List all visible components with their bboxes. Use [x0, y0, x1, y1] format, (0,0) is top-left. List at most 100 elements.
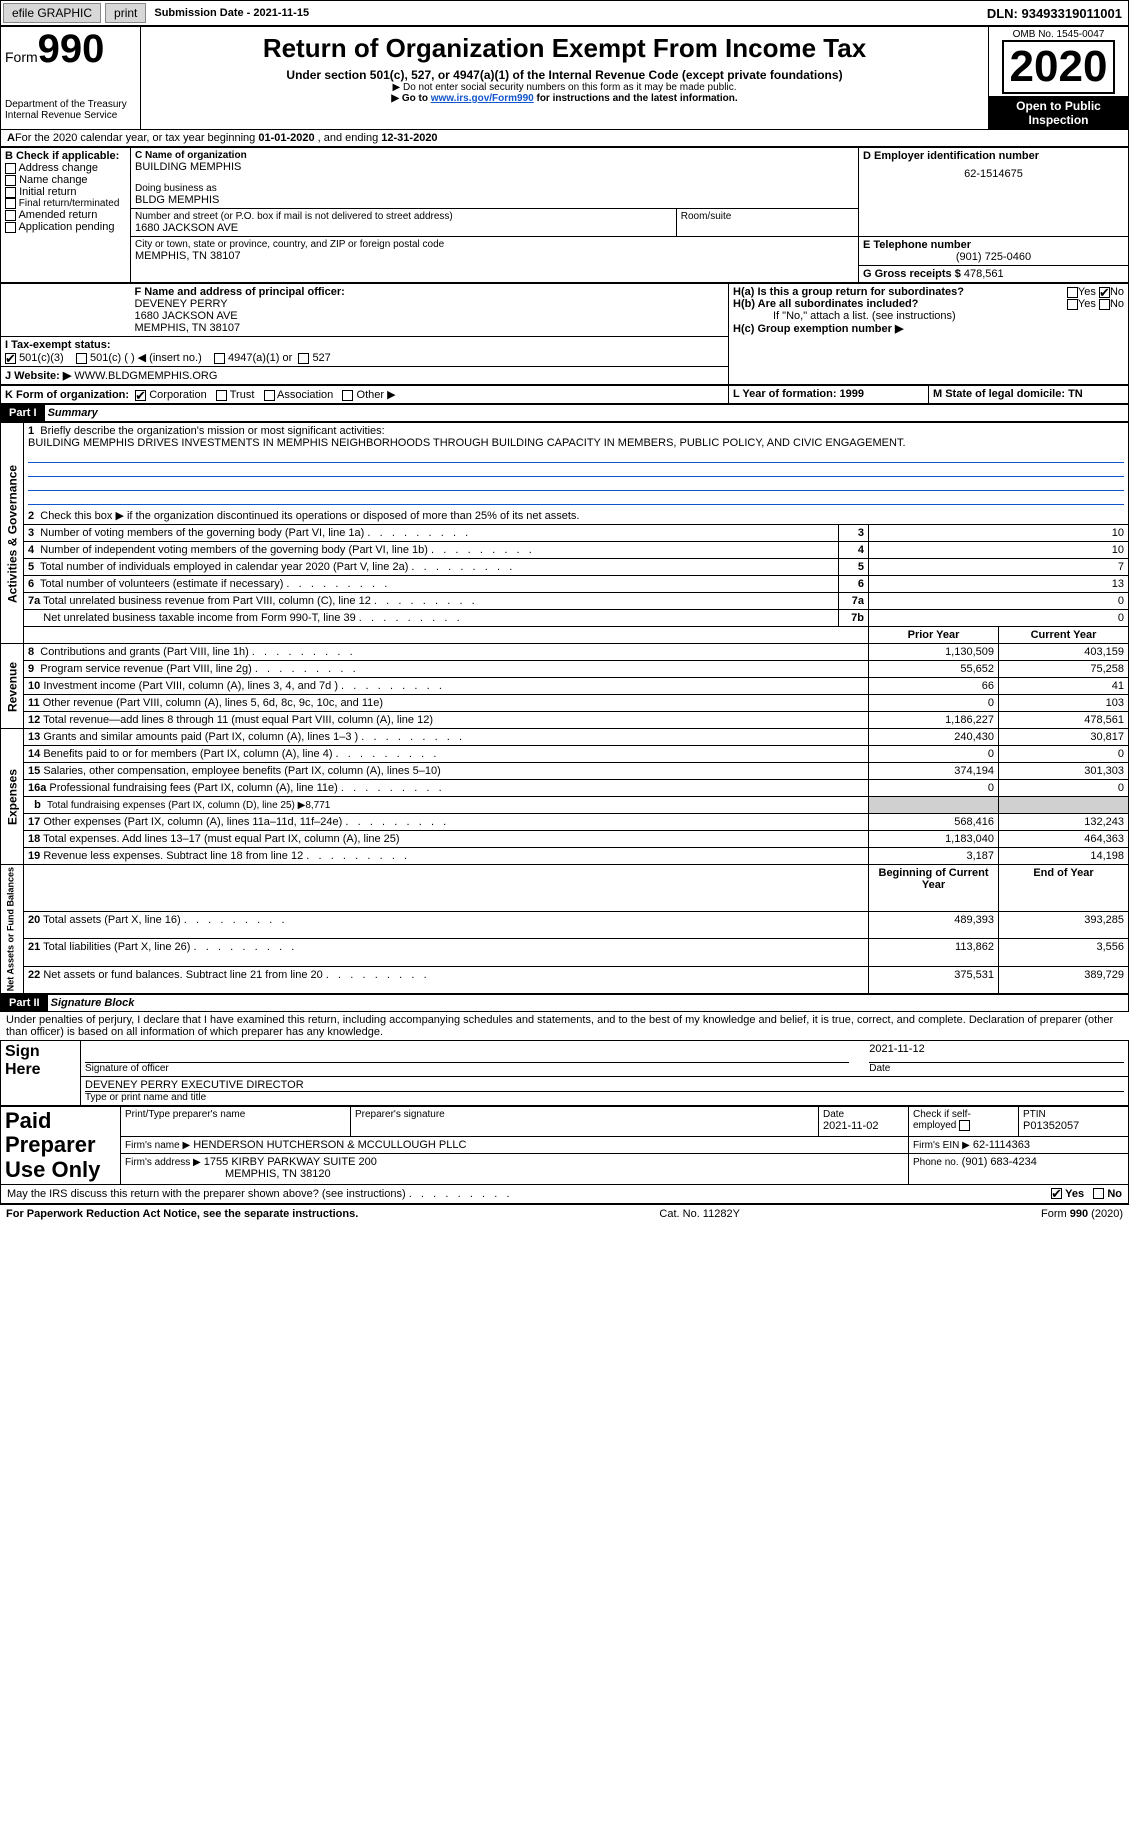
firm-addr-label: Firm's address ▶ [125, 1157, 201, 1168]
section-expenses: Expenses [1, 729, 24, 865]
check-assoc[interactable] [264, 390, 275, 401]
prep-date-label: Date [823, 1109, 904, 1120]
check-501c[interactable] [76, 353, 87, 364]
firm-phone: (901) 683-4234 [962, 1156, 1037, 1168]
form-subtitle: Under section 501(c), 527, or 4947(a)(1)… [145, 68, 984, 82]
check-501c3[interactable] [5, 353, 16, 364]
section-governance: Activities & Governance [1, 423, 24, 644]
city-label: City or town, state or province, country… [135, 239, 854, 250]
org-name: BUILDING MEMPHIS [135, 161, 854, 173]
q18: Total expenses. Add lines 13–17 (must eq… [43, 833, 399, 845]
check-trust[interactable] [216, 390, 227, 401]
q22: Net assets or fund balances. Subtract li… [43, 969, 426, 981]
sign-here: Sign Here [5, 1043, 76, 1079]
hb-yes[interactable] [1067, 299, 1078, 310]
prep-sig-label: Preparer's signature [355, 1109, 814, 1120]
dept-treasury: Department of the Treasury [5, 99, 136, 110]
q6: Total number of volunteers (estimate if … [40, 578, 387, 590]
q10: Investment income (Part VIII, column (A)… [43, 680, 442, 692]
pra-notice: For Paperwork Reduction Act Notice, see … [6, 1208, 358, 1220]
q5: Total number of individuals employed in … [40, 561, 512, 573]
hdr-curr: Current Year [999, 627, 1129, 644]
check-4947[interactable] [214, 353, 225, 364]
org-form-block: K Form of organization: Corporation Trus… [0, 385, 1129, 404]
firm-name: HENDERSON HUTCHERSON & MCCULLOUGH PLLC [193, 1139, 466, 1151]
check-527[interactable] [298, 353, 309, 364]
check-final[interactable] [5, 198, 16, 209]
check-pending[interactable] [5, 222, 16, 233]
form-ref: Form 990 (2020) [1041, 1208, 1123, 1220]
firm-addr2: MEMPHIS, TN 38120 [225, 1168, 331, 1180]
discuss-no[interactable] [1093, 1188, 1104, 1199]
hb-note: If "No," attach a list. (see instruction… [733, 310, 1124, 322]
ha-label: H(a) Is this a group return for subordin… [733, 286, 964, 298]
ha-yes[interactable] [1067, 287, 1078, 298]
q12: Total revenue—add lines 8 through 11 (mu… [43, 714, 433, 726]
q1-label: Briefly describe the organization's miss… [40, 425, 384, 437]
q20: Total assets (Part X, line 16) [43, 914, 284, 926]
q19: Revenue less expenses. Subtract line 18 … [43, 850, 407, 862]
top-toolbar: efile GRAPHIC print Submission Date - 20… [0, 0, 1129, 26]
cat-no: Cat. No. 11282Y [659, 1208, 740, 1220]
submission-date-label: Submission Date - 2021-11-15 [148, 7, 315, 19]
paid-preparer-label: Paid Preparer Use Only [1, 1107, 121, 1185]
discuss-row: May the IRS discuss this return with the… [0, 1185, 1129, 1204]
ha-no[interactable] [1099, 287, 1110, 298]
gross-amount: 478,561 [964, 268, 1004, 280]
hb-no[interactable] [1099, 299, 1110, 310]
q16a: Professional fundraising fees (Part IX, … [49, 782, 441, 794]
check-address[interactable] [5, 163, 16, 174]
check-name[interactable] [5, 175, 16, 186]
print-button[interactable]: print [105, 3, 146, 23]
check-corp[interactable] [135, 390, 146, 401]
v7a: 0 [869, 593, 1129, 610]
part2-header: Part II Signature Block [0, 994, 1129, 1012]
firm-ein-label: Firm's EIN ▶ [913, 1140, 970, 1151]
q8: Contributions and grants (Part VIII, lin… [40, 646, 352, 658]
dln: DLN: 93493319011001 [987, 6, 1122, 21]
year-formation: L Year of formation: 1999 [733, 388, 864, 400]
officer-city: MEMPHIS, TN 38107 [135, 322, 725, 334]
check-self-emp[interactable] [959, 1120, 970, 1131]
section-revenue: Revenue [1, 644, 24, 729]
q4: Number of independent voting members of … [40, 544, 532, 556]
sign-here-block: Sign Here Signature of officer 2021-11-1… [0, 1040, 1129, 1106]
note-goto: Go to www.irs.gov/Form990 for instructio… [145, 93, 984, 104]
hc-label: H(c) Group exemption number ▶ [733, 323, 903, 335]
q11: Other revenue (Part VIII, column (A), li… [43, 697, 383, 709]
self-emp-label: Check if self-employed [913, 1109, 1014, 1131]
state-domicile: M State of legal domicile: TN [933, 388, 1083, 400]
form-header: Form990 Department of the Treasury Inter… [0, 26, 1129, 130]
firm-addr1: 1755 KIRBY PARKWAY SUITE 200 [204, 1156, 377, 1168]
gross-label: G Gross receipts $ [863, 268, 961, 280]
ptin-label: PTIN [1023, 1109, 1124, 1120]
discuss-yes[interactable] [1051, 1188, 1062, 1199]
check-initial[interactable] [5, 187, 16, 198]
q14: Benefits paid to or for members (Part IX… [43, 748, 436, 760]
irs-label: Internal Revenue Service [5, 110, 136, 121]
part1-table: Activities & Governance 1 Briefly descri… [0, 422, 1129, 994]
q9: Program service revenue (Part VIII, line… [40, 663, 355, 675]
v6: 13 [869, 576, 1129, 593]
firm-ein: 62-1114363 [973, 1139, 1030, 1151]
officer-label: F Name and address of principal officer: [135, 286, 725, 298]
street-label: Number and street (or P.O. box if mail i… [135, 211, 672, 222]
hb-label: H(b) Are all subordinates included? [733, 298, 918, 310]
type-name-label: Type or print name and title [85, 1092, 1124, 1103]
street: 1680 JACKSON AVE [135, 222, 672, 234]
v5: 7 [869, 559, 1129, 576]
city: MEMPHIS, TN 38107 [135, 250, 854, 262]
check-amended[interactable] [5, 210, 16, 221]
efile-button[interactable]: efile GRAPHIC [3, 3, 101, 23]
website-label: J Website: ▶ [5, 370, 71, 382]
irs-link[interactable]: www.irs.gov/Form990 [431, 93, 534, 104]
sig-officer-label: Signature of officer [85, 1063, 849, 1074]
org-name-label: C Name of organization [135, 150, 854, 161]
status-label: I Tax-exempt status: [5, 339, 111, 351]
hdr-prior: Prior Year [869, 627, 999, 644]
check-other[interactable] [342, 390, 353, 401]
part1-header: Part I Summary [0, 404, 1129, 422]
phone: (901) 725-0460 [863, 251, 1124, 263]
q15: Salaries, other compensation, employee b… [43, 765, 440, 777]
q21: Total liabilities (Part X, line 26) [43, 941, 294, 953]
